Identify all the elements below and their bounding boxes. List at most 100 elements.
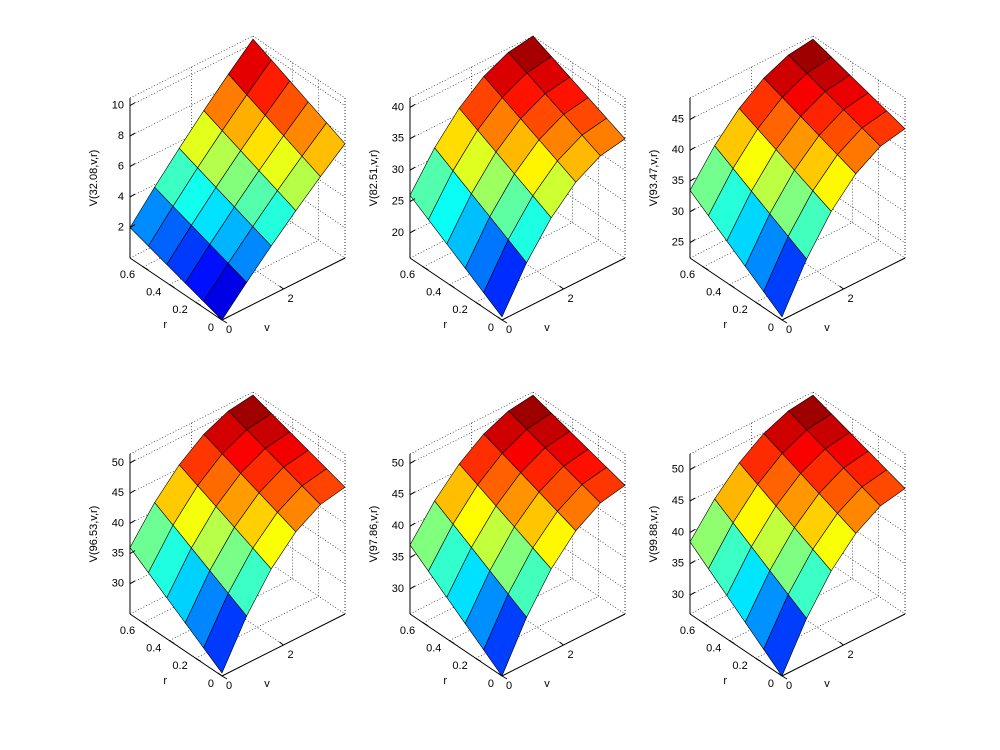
z-tick [409,459,416,464]
z-tick [409,166,416,171]
z-tick [409,554,416,558]
box-edge [409,391,534,455]
z-tick-label: 20 [392,227,404,239]
grid-line [449,222,573,285]
surface-patch [203,262,247,321]
r-tick-label: 0.6 [680,625,695,637]
grid-line [191,582,284,646]
r-axis-label: r [723,319,727,331]
v-tick-label: 0 [506,324,512,336]
z-axis-label: V(32.08,v,r) [88,150,100,207]
z-tick-label: 25 [672,237,684,249]
r-tick-label: 0.2 [172,660,187,672]
r-tick-label: 0.2 [732,304,747,316]
grid-line [729,578,853,641]
z-tick-label: 45 [672,113,684,125]
r-tick [755,301,761,306]
box-edge [689,35,814,99]
z-tick-label: 50 [112,457,124,469]
z-axis-label: V(99.88,v,r) [648,506,660,563]
z-tick-label: 45 [392,489,404,501]
z-tick [689,466,696,471]
z-tick-label: 25 [392,195,404,207]
z-tick [409,491,416,496]
subplot: 2 4 6 8 10 0 0.2 0.4 0.6 0 2 r v V(32.08,v,r) [88,35,346,336]
z-tick-label: 4 [118,191,124,203]
r-tick-label: 0.6 [120,625,135,637]
z-axis-label: V(93.47,v,r) [648,150,660,207]
r-tick-label: 0.6 [120,269,135,281]
r-tick [449,284,455,289]
box-edge [409,35,534,99]
z-axis-label: V(96.53,v,r) [88,506,100,563]
grid-line [755,240,879,303]
v-tick [839,285,844,290]
z-tick [689,177,696,182]
box-edge [252,35,346,99]
surface-patch [763,593,807,677]
r-tick [729,640,735,645]
z-tick [689,116,696,120]
r-tick-label: 0.4 [146,642,161,654]
grid-line [729,222,853,285]
r-tick [169,640,175,645]
z-tick-label: 30 [672,206,684,218]
r-tick-label: 0.2 [452,660,467,672]
z-tick-label: 40 [392,520,404,532]
r-tick-label: 0.2 [172,304,187,316]
r-axis-label: r [443,675,447,687]
z-tick [129,459,136,464]
grid-line [475,240,599,303]
z-tick [129,102,136,107]
r-tick-label: 0 [488,678,494,690]
r-tick-label: 0.4 [706,642,721,654]
r-tick [475,657,481,662]
v-tick [217,316,223,321]
v-tick [217,672,223,677]
z-tick-label: 50 [392,457,404,469]
subplot: 20 25 30 35 40 0 0.2 0.4 0.6 0 2 r v V(82.51,v,r) [368,35,626,336]
subplot: 30 35 40 45 50 0 0.2 0.4 0.6 0 2 r v V(99.88,v,r) [648,391,906,692]
v-axis-label: v [824,678,830,690]
z-tick-label: 30 [112,578,124,590]
r-tick [195,657,201,662]
box-edge [129,35,254,99]
r-tick [475,301,481,306]
grid-line [755,596,879,659]
z-tick-label: 35 [672,558,684,570]
v-tick-label: 0 [786,324,792,336]
v-tick [497,316,503,321]
z-tick [409,585,416,590]
z-tick-label: 45 [672,495,684,507]
grid-line [751,582,844,646]
grid-line [195,240,319,303]
v-tick [559,641,564,646]
subplot: 30 35 40 45 50 0 0.2 0.4 0.6 0 2 r v V(96.53,v,r) [88,391,346,692]
r-tick-label: 0 [768,322,774,334]
v-axis-label: v [544,322,550,334]
v-tick [279,641,284,646]
r-tick-label: 0 [488,322,494,334]
r-tick [221,675,228,680]
z-tick [409,198,416,202]
z-tick-label: 30 [672,589,684,601]
box-edge [812,35,906,99]
v-tick-label: 0 [786,680,792,692]
r-tick [142,266,149,271]
z-tick-label: 35 [112,548,124,560]
z-tick-label: 8 [118,130,124,142]
r-tick [755,657,761,662]
z-tick [689,146,696,151]
v-tick-label: 0 [506,680,512,692]
z-tick-label: 6 [118,160,124,172]
r-axis-label: r [163,675,167,687]
z-axis-label: V(82.51,v,r) [368,150,380,207]
v-tick-label: 2 [847,649,853,661]
r-axis-label: r [723,675,727,687]
r-tick [221,319,228,324]
z-tick [409,229,416,234]
v-tick [279,285,284,290]
r-tick [169,284,175,289]
z-tick [409,522,416,527]
